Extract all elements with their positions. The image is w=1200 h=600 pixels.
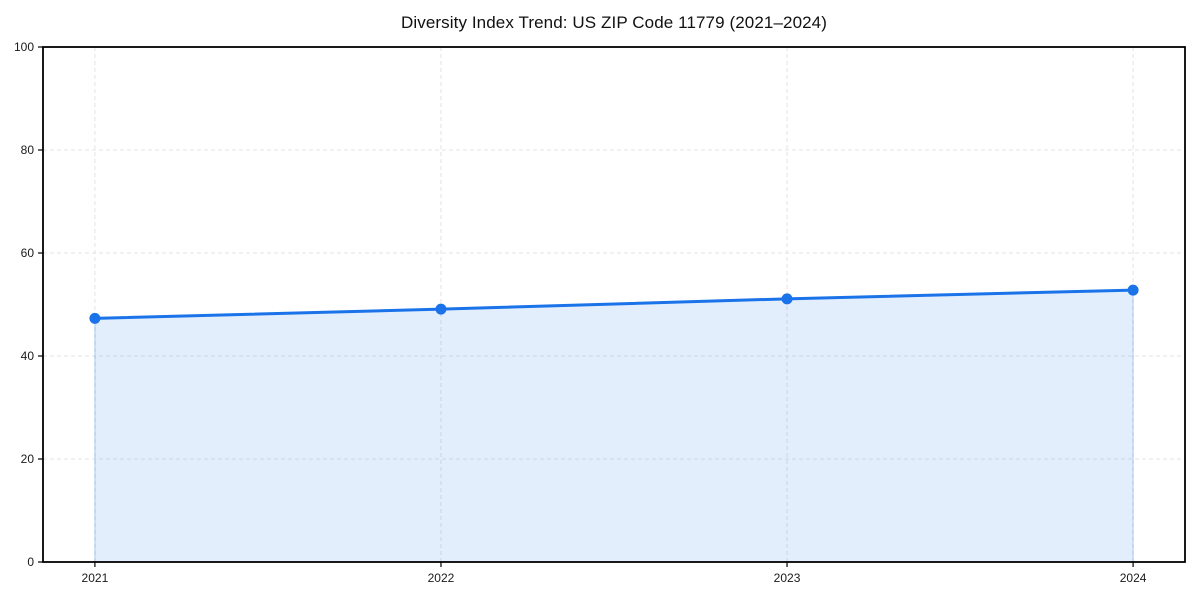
y-tick-label-0: 0 [27, 555, 34, 569]
data-point-2022 [435, 303, 447, 315]
plot-border [42, 46, 1186, 563]
data-point-2021 [89, 312, 101, 324]
y-tick-label-100: 100 [14, 40, 34, 54]
x-tick-label-2022: 2022 [428, 571, 455, 585]
y-tick-label-80: 80 [21, 143, 35, 157]
y-tick-label-60: 60 [21, 246, 35, 260]
chart-title: Diversity Index Trend: US ZIP Code 11779… [400, 13, 828, 32]
x-tick-label-2024: 2024 [1120, 571, 1147, 585]
y-tick-label-40: 40 [21, 349, 35, 363]
data-point-2023 [781, 293, 793, 305]
y-tick-label-20: 20 [21, 452, 35, 466]
x-tick-label-2023: 2023 [774, 571, 801, 585]
x-tick-label-2021: 2021 [82, 571, 109, 585]
area-fill [94, 289, 1134, 563]
trend-line [93, 288, 1135, 320]
data-point-2024 [1127, 284, 1139, 296]
